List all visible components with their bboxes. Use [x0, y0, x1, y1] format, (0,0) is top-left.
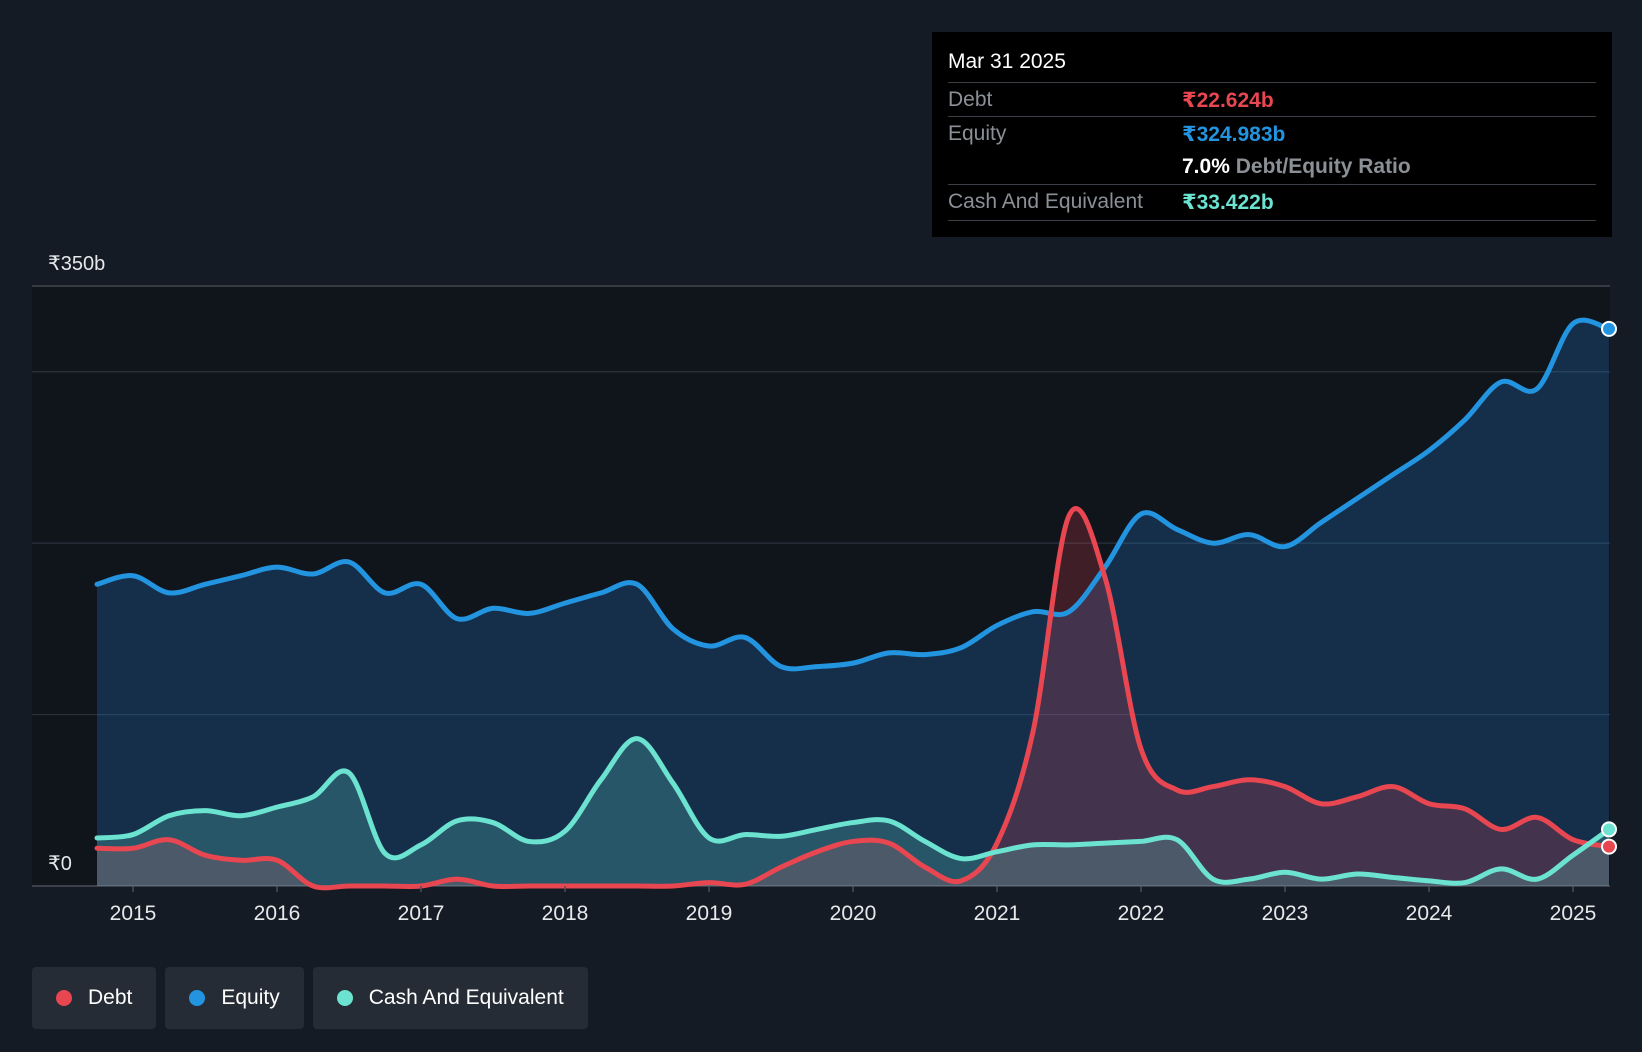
tooltip-cash-value: ₹33.422b	[1182, 191, 1274, 214]
y-axis-top-label: ₹350b	[48, 253, 105, 275]
x-tick-label-2017: 2017	[398, 902, 445, 925]
series-endpoints	[1601, 320, 1617, 855]
tooltip-row-ratio: 7.0% Debt/Equity Ratio	[948, 150, 1596, 184]
legend-item-debt[interactable]: Debt	[32, 967, 157, 1029]
legend-label-cash: Cash And Equivalent	[368, 986, 564, 1009]
tooltip-row-debt: Debt ₹22.624b	[948, 82, 1596, 117]
legend-label-debt: Debt	[88, 986, 133, 1009]
tooltip-row-cash: Cash And Equivalent ₹33.422b	[948, 184, 1596, 219]
tooltip-ratio: 7.0% Debt/Equity Ratio	[1182, 155, 1411, 179]
tooltip-date: Mar 31 2025	[948, 50, 1066, 73]
plot-highlight-region	[32, 286, 1610, 886]
legend: Debt Equity Cash And Equivalent	[32, 967, 588, 1029]
tooltip-ratio-label: Debt/Equity Ratio	[1235, 155, 1411, 178]
tooltip-debt-label: Debt	[948, 88, 993, 111]
legend-label-equity: Equity	[221, 986, 280, 1009]
tooltip-equity-value: ₹324.983b	[1182, 123, 1286, 146]
x-tick-label-2019: 2019	[686, 902, 733, 925]
y-axis-bottom-label: ₹0	[48, 853, 72, 875]
tooltip-ratio-value: 7.0%	[1182, 155, 1230, 178]
tooltip-equity-label: Equity	[948, 122, 1007, 145]
x-tick-label-2016: 2016	[254, 902, 301, 925]
equity-endpoint-marker[interactable]	[1601, 320, 1617, 337]
legend-item-equity[interactable]: Equity	[165, 967, 304, 1029]
series-areas	[97, 320, 1609, 888]
x-tick-label-2015: 2015	[110, 902, 157, 925]
tooltip-cash-label: Cash And Equivalent	[948, 190, 1143, 213]
equity-area	[97, 320, 1609, 886]
x-tick-label-2023: 2023	[1262, 902, 1309, 925]
cash-and-equivalent-endpoint-marker[interactable]	[1601, 821, 1617, 838]
cash-and-equivalent-area	[97, 738, 1609, 886]
tooltip-row-equity: Equity ₹324.983b	[948, 116, 1596, 151]
equity-dot-icon	[189, 990, 206, 1006]
x-tick-label-2021: 2021	[974, 902, 1021, 925]
x-tick-label-2020: 2020	[830, 902, 877, 925]
x-tick-label-2018: 2018	[542, 902, 589, 925]
debt-endpoint-marker[interactable]	[1601, 838, 1617, 855]
equity-line	[94, 317, 1612, 672]
cash-dot-icon	[336, 990, 353, 1006]
tooltip-debt-value: ₹22.624b	[1182, 89, 1274, 112]
debt-area	[97, 508, 1609, 888]
legend-item-cash[interactable]: Cash And Equivalent	[312, 967, 588, 1029]
x-axis-ticks: 2015 2016 2017 2018 2019 2020 2021 2022 2023 2024…	[110, 886, 1597, 925]
tooltip-divider	[948, 220, 1596, 221]
debt-dot-icon	[56, 990, 72, 1006]
series-lines	[94, 317, 1612, 891]
x-tick-label-2024: 2024	[1406, 902, 1453, 925]
tooltip-panel: Mar 31 2025 Debt ₹22.624b Equity ₹324.98…	[932, 32, 1612, 237]
x-tick-label-2025: 2025	[1550, 902, 1597, 925]
x-tick-label-2022: 2022	[1118, 902, 1165, 925]
gridlines	[32, 285, 1610, 887]
debt-line	[94, 506, 1612, 891]
cash-and-equivalent-line	[94, 736, 1612, 886]
